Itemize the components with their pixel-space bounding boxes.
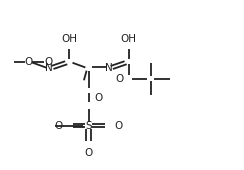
Text: O: O bbox=[95, 93, 103, 103]
Text: O: O bbox=[24, 57, 33, 67]
Text: S: S bbox=[85, 121, 92, 131]
Text: OH: OH bbox=[61, 33, 77, 44]
Text: O: O bbox=[115, 74, 123, 84]
Text: N: N bbox=[105, 63, 112, 73]
Text: O: O bbox=[54, 121, 62, 131]
Text: N: N bbox=[45, 63, 53, 73]
Text: OH: OH bbox=[121, 33, 137, 44]
Text: O: O bbox=[84, 148, 93, 158]
Text: O: O bbox=[44, 57, 53, 67]
Text: O: O bbox=[114, 121, 123, 131]
